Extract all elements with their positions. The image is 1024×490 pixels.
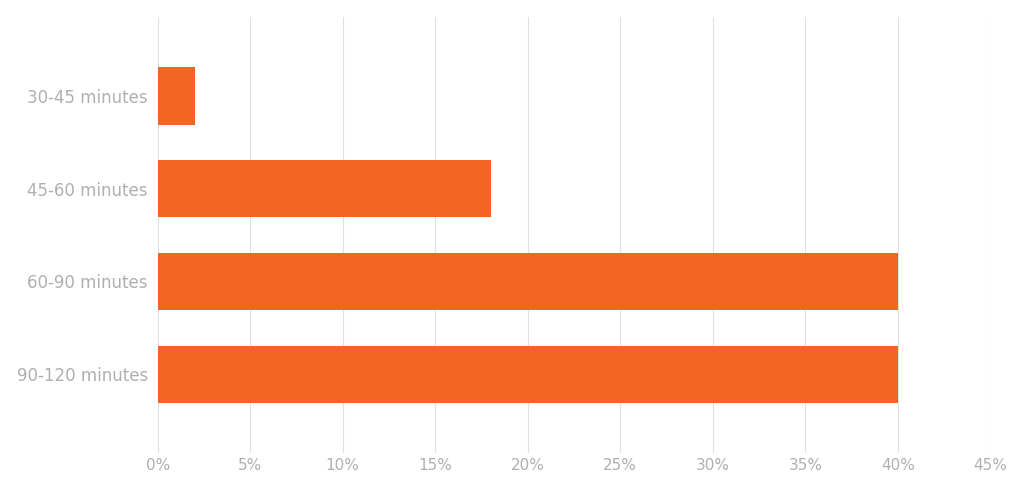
Bar <box>158 253 898 310</box>
Bar <box>158 67 195 124</box>
Bar <box>158 345 898 403</box>
Bar <box>158 160 490 218</box>
